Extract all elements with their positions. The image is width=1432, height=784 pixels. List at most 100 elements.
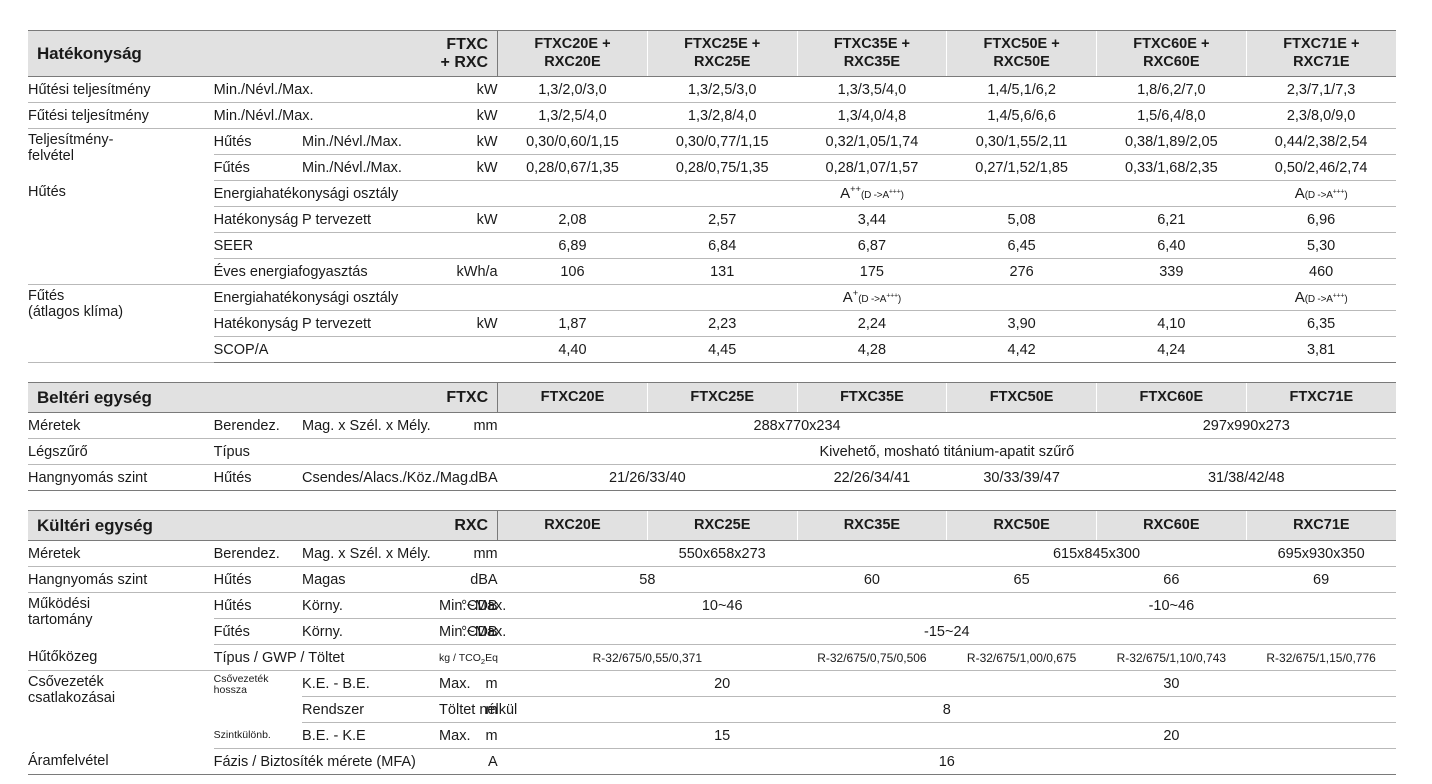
col-head-ftxc25e: FTXC25E [646,382,798,413]
cell-value: 6,40 [1096,232,1247,259]
col-head-line2: RXC60E [1143,53,1200,70]
row-label-air-filter: Légszűrő [28,438,214,465]
col-head-line1: FTXC20E + [534,36,611,53]
row-sublabel: Hatékonyság [213,310,303,337]
col-head-ftxc60e: FTXC60E [1096,382,1247,413]
row-sublabel-2: Mag. x Szél. x Mély. [302,412,440,439]
row-unit: kW [439,206,498,233]
table-row: Csővezeték csatlakozásai Csővezeték hoss… [28,670,1396,706]
cell-value: R-32/675/0,55/0,371 [497,644,798,671]
row-label-cooling-group: Hűtés [28,180,214,285]
cell-value: 1,3/2,5/3,0 [647,76,798,103]
cell-value: 2,23 [647,310,798,337]
table-row: Méretek Berendez. Mag. x Szél. x Mély. m… [28,540,1396,567]
cell-value: 2,57 [647,206,798,233]
cell-energy-class-main: A+(D ->A+++) [497,284,1247,311]
cell-value: 6,45 [946,232,1097,259]
row-sublabel: Típus / GWP / Töltet [213,644,440,671]
cell-value: 0,30/0,60/1,15 [497,128,648,155]
cell-value: 15 [497,722,947,749]
cell-value: 6,87 [797,232,947,259]
cell-value: 1,3/2,5/4,0 [497,102,648,129]
row-label-sound-pressure: Hangnyomás szint [28,464,214,491]
table-row: Hűtőközeg Típus / GWP / Töltet kg / TCO2… [28,644,1396,671]
cell-value: 0,30/0,77/1,15 [647,128,798,155]
row-unit: A [439,748,498,775]
col-head-ftxc25e: FTXC25E + RXC25E [646,30,798,77]
row-label-power-input: Teljesítmény- felvétel [28,129,214,181]
row-unit: dBA [439,566,498,593]
table-row: SCOP/A 4,40 4,45 4,28 4,42 4,24 3,81 [28,336,1396,363]
class-range: (D ->A+++) [1304,292,1348,305]
cell-value: R-32/675/1,10/0,743 [1096,644,1247,671]
table-row: Rendszer Töltet nélkül m 8 [28,696,1396,723]
row-label-heating-capacity: Fűtési teljesítmény [28,102,214,129]
cell-value: 4,42 [946,336,1097,363]
row-sublabel-2: Körny. [302,618,440,645]
row-unit [439,180,498,207]
cell-value: 58 [497,566,798,593]
col-head-line1: FTXC50E + [983,36,1060,53]
cell-value: 2,3/7,1/7,3 [1246,76,1396,103]
class-letter: A [840,185,851,202]
row-label-operating-range: Működési tartomány [28,593,214,645]
col-head-ftxc20e: FTXC20E + RXC20E [497,30,648,77]
class-plus: ++ [850,184,861,194]
row-sublabel-2: Csendes/Alacs./Köz./Mag. [302,464,472,491]
cell-value: 3,44 [797,206,947,233]
row-sublabel: Típus [213,438,440,465]
col-head-rxc60e: RXC60E [1095,510,1247,541]
row-sublabel-2: Körny. [302,592,440,619]
cell-energy-class-last: A(D ->A+++) [1246,180,1396,207]
row-unit: kg / TCO2Eq [439,644,498,671]
row-sublabel: Hűtés [213,128,303,155]
col-head-line1: FTXC35E + [833,36,910,53]
cell-value: 1,5/6,4/8,0 [1096,102,1247,129]
col-head-line2: RXC20E [544,53,601,70]
cell-value: 0,38/1,89/2,05 [1096,128,1247,155]
cell-value: 69 [1246,566,1396,593]
col-head-ftxc50e: FTXC50E + RXC50E [946,30,1097,77]
row-sublabel-2: B.E. - K.E [302,722,440,749]
row-unit: kW [439,310,498,337]
row-label-cooling-capacity: Hűtési teljesítmény [28,76,214,103]
col-head-rxc50e: RXC50E [946,510,1097,541]
cell-value: 1,3/4,0/4,8 [797,102,947,129]
row-unit: mm [439,540,498,567]
cell-value: -15~24 [497,618,1396,645]
indoor-short-code: FTXC [439,382,498,413]
row-sublabel-level-difference: Szintkülönb. [213,722,303,749]
cell-value: 3,81 [1246,336,1396,363]
cell-value: 4,45 [647,336,798,363]
outdoor-section-title: Kültéri egység [28,510,440,541]
cell-value: 6,21 [1096,206,1247,233]
table-row: Fűtés (átlagos klíma) Energiahatékonyság… [28,284,1396,363]
table-row: Hatékonyság P tervezett kW 1,87 2,23 2,2… [28,310,1396,337]
col-head-line2: RXC25E [693,53,751,70]
cell-value: 4,10 [1096,310,1247,337]
indoor-header-row: Beltéri egység FTXC FTXC20E FTXC25E FTXC… [28,382,1396,413]
cell-value: 1,4/5,6/6,6 [946,102,1097,129]
row-unit: °CDB [439,592,498,619]
cell-value: 6,35 [1246,310,1396,337]
cell-value: 65 [946,566,1097,593]
row-label-line1: Fűtés [28,288,65,304]
row-sublabel-pipe-length: Csővezeték hossza [213,673,269,697]
cell-value: R-32/675/0,75/0,506 [797,644,947,671]
col-head-line1: FTXC60E + [1133,36,1210,53]
row-unit: kW [439,128,498,155]
cell-value: 21/26/33/40 [497,464,798,491]
cell-value: -10~46 [946,592,1396,619]
cell-value: 0,28/0,75/1,35 [647,154,798,181]
row-label-dimensions: Méretek [28,540,214,567]
row-sublabel: Energiahatékonysági osztály [213,284,440,311]
row-sublabel: SEER [213,232,440,259]
cell-value: 0,28/1,07/1,57 [797,154,947,181]
row-label-sound-pressure: Hangnyomás szint [28,566,214,593]
cell-value: 8 [497,696,1396,723]
row-sublabel-2: Mag. x Szél. x Mély. [302,540,440,567]
table-row: Hűtési teljesítmény Min./Névl./Max. kW 1… [28,76,1396,103]
cell-value: 10~46 [497,592,947,619]
col-head-rxc35e: RXC35E [796,510,947,541]
row-label-heating-group: Fűtés (átlagos klíma) [28,284,214,363]
